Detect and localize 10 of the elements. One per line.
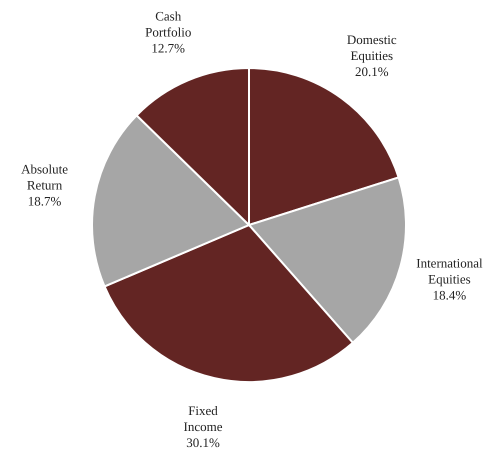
data-label: 18.4%	[432, 288, 466, 302]
data-label: 30.1%	[186, 434, 220, 450]
slice-label: Cash Portfolio	[145, 8, 192, 40]
slice-label: Fixed Income	[183, 402, 223, 434]
data-label: 18.7%	[28, 194, 62, 209]
slice-label: International Equities	[416, 256, 484, 286]
data-label: 20.1%	[354, 64, 389, 80]
slice-label: Domestic Equities	[346, 32, 397, 64]
data-label: 12.7%	[151, 40, 186, 56]
slice-label: Absolute Return	[21, 162, 68, 193]
